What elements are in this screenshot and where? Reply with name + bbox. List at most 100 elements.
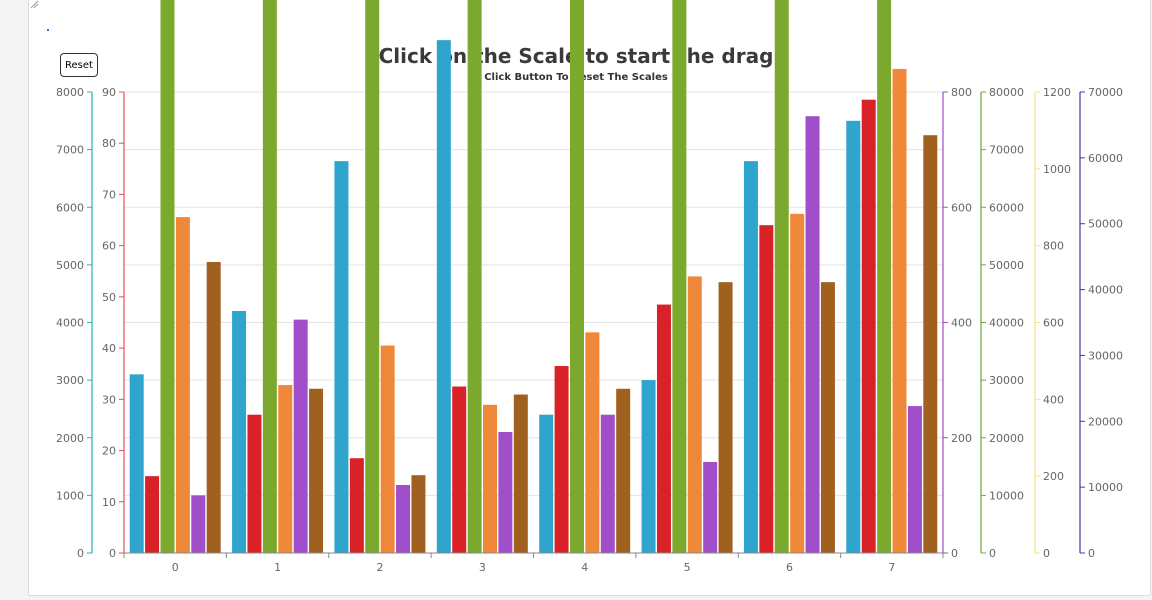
bar[interactable] bbox=[672, 0, 687, 553]
bar[interactable] bbox=[247, 414, 262, 553]
bar[interactable] bbox=[278, 385, 293, 553]
y-tick-label: 10000 bbox=[1088, 481, 1123, 494]
marker-dot bbox=[47, 29, 49, 31]
y-tick-label: 800 bbox=[951, 86, 972, 99]
y-tick-label: 10 bbox=[102, 496, 116, 509]
bar[interactable] bbox=[616, 388, 631, 553]
bar[interactable] bbox=[539, 414, 554, 553]
y-tick-label: 0 bbox=[951, 547, 958, 560]
y-tick-label: 0 bbox=[1088, 547, 1095, 560]
bar[interactable] bbox=[145, 476, 160, 553]
bar[interactable] bbox=[790, 213, 805, 554]
reset-button[interactable]: Reset bbox=[60, 53, 98, 77]
bar[interactable] bbox=[846, 120, 861, 553]
bar[interactable] bbox=[513, 394, 528, 553]
bar[interactable] bbox=[380, 345, 395, 553]
bar[interactable] bbox=[743, 161, 758, 553]
x-tick-label: 7 bbox=[888, 561, 895, 574]
bar[interactable] bbox=[452, 386, 467, 553]
x-tick-label: 2 bbox=[376, 561, 383, 574]
y-tick-label: 80 bbox=[102, 137, 116, 150]
y-tick-label: 2000 bbox=[56, 432, 84, 445]
bar[interactable] bbox=[309, 388, 324, 553]
bar[interactable] bbox=[718, 282, 733, 553]
y-tick-label: 800 bbox=[1043, 240, 1064, 253]
bar[interactable] bbox=[396, 485, 411, 553]
y-tick-label: 60 bbox=[102, 240, 116, 253]
bar[interactable] bbox=[656, 304, 671, 553]
bar[interactable] bbox=[687, 276, 702, 553]
bar[interactable] bbox=[365, 0, 380, 553]
y-tick-label: 10000 bbox=[989, 489, 1024, 502]
y-tick-label: 50000 bbox=[1088, 218, 1123, 231]
y-tick-label: 70000 bbox=[1088, 86, 1123, 99]
y-tick-label: 20 bbox=[102, 445, 116, 458]
y-tick-label: 0 bbox=[989, 547, 996, 560]
x-tick-label: 3 bbox=[479, 561, 486, 574]
x-tick-label: 5 bbox=[684, 561, 691, 574]
bar[interactable] bbox=[585, 332, 600, 553]
bar[interactable] bbox=[293, 319, 308, 553]
y-tick-label: 50 bbox=[102, 291, 116, 304]
bar[interactable] bbox=[334, 161, 349, 553]
bar[interactable] bbox=[774, 0, 789, 553]
bar[interactable] bbox=[569, 0, 584, 553]
y-tick-label: 1000 bbox=[1043, 163, 1071, 176]
y-tick-label: 1200 bbox=[1043, 86, 1071, 99]
bar[interactable] bbox=[759, 225, 774, 553]
y-tick-label: 4000 bbox=[56, 317, 84, 330]
y-tick-label: 80000 bbox=[989, 86, 1024, 99]
bar[interactable] bbox=[877, 0, 892, 553]
bar[interactable] bbox=[467, 0, 482, 554]
y-tick-label: 8000 bbox=[56, 86, 84, 99]
bar[interactable] bbox=[411, 475, 426, 553]
y-tick-label: 60000 bbox=[1088, 152, 1123, 165]
x-tick-label: 6 bbox=[786, 561, 793, 574]
bar[interactable] bbox=[923, 135, 938, 553]
bar[interactable] bbox=[861, 99, 876, 553]
y-tick-label: 0 bbox=[77, 547, 84, 560]
y-tick-label: 40000 bbox=[1088, 284, 1123, 297]
bar[interactable] bbox=[498, 431, 513, 553]
y-tick-label: 70000 bbox=[989, 144, 1024, 157]
y-tick-label: 200 bbox=[1043, 470, 1064, 483]
resize-grip-icon[interactable] bbox=[29, 0, 39, 9]
y-tick-label: 50000 bbox=[989, 259, 1024, 272]
y-tick-label: 60000 bbox=[989, 201, 1024, 214]
y-tick-label: 30000 bbox=[1088, 349, 1123, 362]
bar[interactable] bbox=[483, 404, 498, 553]
y-tick-label: 70 bbox=[102, 188, 116, 201]
y-tick-label: 0 bbox=[1043, 547, 1050, 560]
bar[interactable] bbox=[175, 217, 190, 553]
bar[interactable] bbox=[820, 282, 835, 553]
bar[interactable] bbox=[703, 461, 718, 553]
y-tick-label: 600 bbox=[1043, 317, 1064, 330]
y-tick-label: 400 bbox=[1043, 393, 1064, 406]
bar[interactable] bbox=[232, 310, 247, 553]
bar[interactable] bbox=[160, 0, 175, 553]
x-tick-label: 4 bbox=[581, 561, 588, 574]
bar[interactable] bbox=[262, 0, 277, 553]
y-tick-label: 3000 bbox=[56, 374, 84, 387]
y-tick-label: 600 bbox=[951, 201, 972, 214]
bar[interactable] bbox=[191, 495, 206, 553]
bar[interactable] bbox=[907, 406, 922, 553]
x-tick-label: 0 bbox=[172, 561, 179, 574]
bar[interactable] bbox=[641, 380, 656, 553]
bar[interactable] bbox=[349, 458, 364, 553]
y-tick-label: 200 bbox=[951, 432, 972, 445]
bar[interactable] bbox=[436, 40, 451, 553]
bar[interactable] bbox=[892, 68, 907, 553]
y-tick-label: 30 bbox=[102, 393, 116, 406]
x-tick-label: 1 bbox=[274, 561, 281, 574]
y-tick-label: 40000 bbox=[989, 317, 1024, 330]
bar[interactable] bbox=[554, 366, 569, 553]
bar[interactable] bbox=[206, 261, 221, 553]
y-tick-label: 30000 bbox=[989, 374, 1024, 387]
bar[interactable] bbox=[129, 374, 144, 553]
y-tick-label: 20000 bbox=[1088, 415, 1123, 428]
y-tick-label: 90 bbox=[102, 86, 116, 99]
bar[interactable] bbox=[805, 116, 820, 553]
bar[interactable] bbox=[600, 414, 615, 553]
